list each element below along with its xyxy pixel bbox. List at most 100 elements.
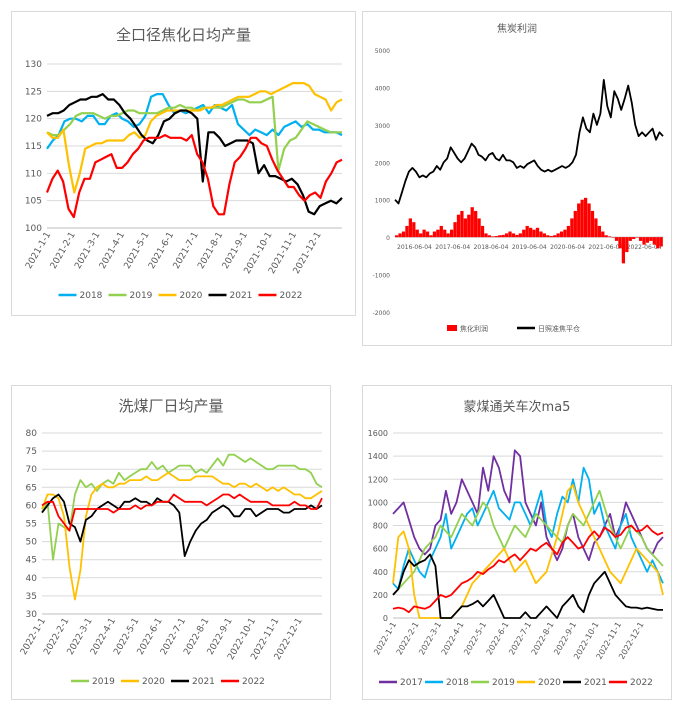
bar-焦化利润 [659, 237, 663, 247]
bar-焦化利润 [570, 218, 574, 238]
bar-焦化利润 [504, 233, 509, 238]
legend-label: 2019 [92, 677, 115, 687]
x-tick-label: 2018-06-04 [474, 244, 509, 251]
y-tick-label: 35 [26, 592, 37, 602]
series-line-2021 [392, 553, 663, 619]
bar-焦化利润 [645, 237, 650, 243]
y-tick-label: 800 [373, 522, 388, 531]
x-tick-label: 2016-06-04 [397, 244, 432, 251]
y-tick-label: 1000 [368, 498, 388, 507]
bar-焦化利润 [453, 222, 457, 238]
x-tick-label: 2022-06-04 [627, 244, 662, 251]
legend-label: 2018 [80, 291, 103, 301]
y-tick-label: 60 [26, 501, 38, 511]
bar-焦化利润 [477, 218, 481, 238]
series-line-2022 [41, 493, 323, 532]
chart-title: 全口径焦化日均产量 [116, 26, 251, 44]
bar-焦化利润 [563, 229, 567, 238]
y-tick-label: 130 [25, 60, 42, 70]
bar-焦化利润 [614, 237, 619, 241]
y-tick-label: 1200 [368, 475, 388, 484]
bar-焦化利润 [649, 237, 653, 241]
bar-焦化利润 [611, 237, 615, 238]
bar-焦化利润 [590, 210, 595, 238]
y-tick-label: 100 [25, 224, 42, 234]
y-tick-label: -1000 [373, 273, 391, 280]
y-tick-label: 40 [26, 574, 38, 584]
bar-焦化利润 [429, 235, 433, 238]
series-line-2020 [392, 484, 664, 619]
bar-焦化利润 [635, 237, 639, 238]
legend-label: 2017 [400, 678, 423, 688]
bar-焦化利润 [425, 231, 430, 238]
y-tick-label: 3000 [375, 123, 390, 130]
series-line-2018 [392, 466, 664, 590]
chart-mongolia-trucks: 蒙煤通关车次ma5 0 200 400 600 800 1000 1200 1400 1600 20… [368, 399, 664, 688]
y-tick-label: 600 [373, 545, 388, 554]
bar-焦化利润 [583, 197, 588, 238]
bar-焦化利润 [638, 237, 643, 241]
bar-焦化利润 [529, 227, 533, 238]
bar-焦化利润 [573, 210, 577, 238]
y-tick-label: 105 [25, 197, 42, 207]
bar-焦化利润 [511, 233, 516, 238]
bar-焦化利润 [449, 229, 454, 238]
bar-焦化利润 [604, 235, 608, 238]
chart-washery-output: 洗煤厂日均产量30354045505560657075802022-1-1202… [19, 397, 323, 687]
bar-焦化利润 [542, 233, 547, 238]
x-tick-label: 2021-06-04 [588, 244, 623, 251]
y-tick-label: 1000 [375, 198, 390, 205]
y-tick-label: 2000 [375, 160, 390, 167]
legend-label: 2022 [242, 677, 265, 687]
panel-coke-profit: 焦炭利润 -2000 -1000 0 1000 2000 3000 4000 5000 2016-… [362, 11, 672, 346]
bar-焦化利润 [480, 225, 485, 238]
bar-焦化利润 [474, 210, 478, 238]
bar-焦化利润 [491, 236, 495, 238]
series-line-2020 [46, 82, 343, 194]
bar-焦化利润 [498, 235, 502, 238]
legend-label: 日照准焦平仓 [538, 324, 580, 333]
bar-焦化利润 [539, 231, 543, 238]
bar-焦化利润 [395, 235, 399, 238]
bar-焦化利润 [546, 235, 550, 238]
y-tick-label: 4000 [375, 85, 390, 92]
legend-label: 焦化利润 [460, 324, 488, 333]
y-tick-label: 400 [373, 568, 388, 577]
bar-焦化利润 [401, 231, 406, 238]
y-tick-label: 1400 [368, 452, 388, 461]
y-tick-label: 30 [26, 610, 38, 620]
bar-焦化利润 [522, 229, 526, 238]
legend-label: 2019 [492, 678, 515, 688]
bar-焦化利润 [432, 231, 437, 238]
y-tick-label: 55 [26, 520, 37, 530]
series-line-2019 [41, 453, 323, 561]
bar-焦化利润 [566, 225, 571, 238]
y-tick-label: 115 [25, 142, 42, 152]
chart-coking-output: 全口径焦化日均产量1001051101151201251302021-1-120… [24, 26, 343, 301]
legend-label: 2018 [446, 678, 469, 688]
y-tick-label: 75 [26, 447, 37, 457]
bar-焦化利润 [439, 225, 443, 238]
bar-焦化利润 [553, 235, 557, 238]
series-line-2019 [392, 489, 664, 596]
y-tick-label: 5000 [375, 48, 390, 55]
bar-焦化利润 [398, 233, 402, 238]
series-line-2019 [46, 95, 342, 172]
bar-焦化利润 [443, 229, 447, 238]
legend-swatch [447, 325, 457, 331]
bar-焦化利润 [408, 218, 413, 238]
panel-washery-output: 洗煤厂日均产量 30 35 40 45 50 55 60 65 70 75 80 2022-1-1 202… [11, 385, 331, 700]
bar-焦化利润 [642, 237, 646, 245]
chart-title: 焦炭利润 [497, 22, 537, 35]
x-tick-label: 2019-06-04 [512, 244, 547, 251]
bar-焦化利润 [419, 233, 423, 238]
bar-焦化利润 [580, 199, 584, 238]
legend-label: 2021 [230, 291, 253, 301]
bar-焦化利润 [621, 237, 626, 264]
legend-label: 2021 [584, 678, 607, 688]
y-tick-label: 70 [26, 465, 38, 475]
bar-焦化利润 [467, 214, 471, 238]
legend-label: 2020 [180, 291, 203, 301]
bar-焦化利润 [601, 231, 605, 238]
bar-焦化利润 [628, 237, 632, 241]
